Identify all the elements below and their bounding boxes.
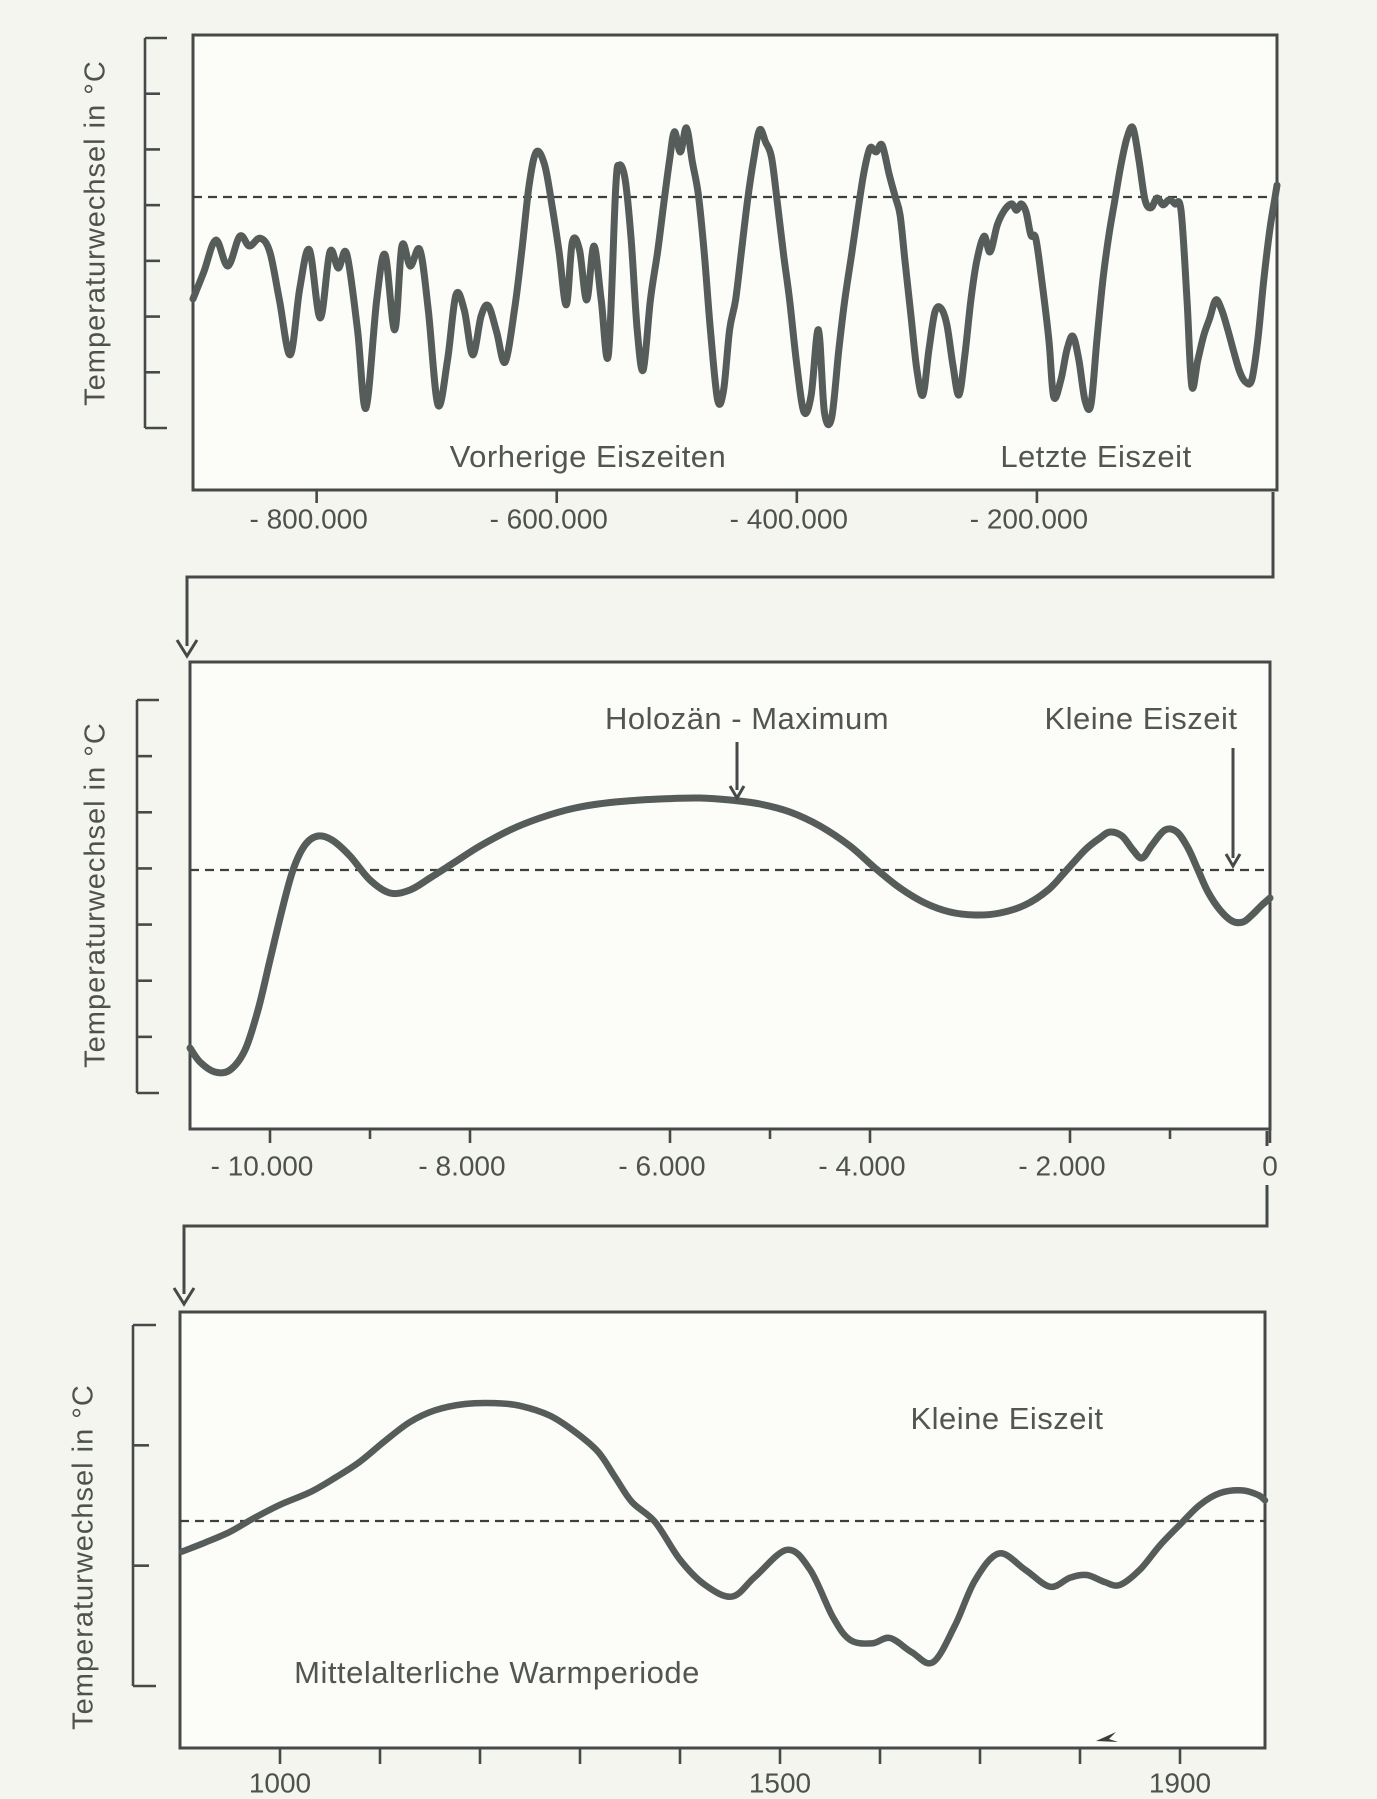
- x-tick-label: - 200.000: [970, 503, 1088, 534]
- x-tick-label: 0: [1262, 1150, 1278, 1181]
- arrow-down-icon: [728, 785, 746, 801]
- arrow-down-icon: [175, 639, 199, 659]
- x-tick-label: 1900: [1149, 1767, 1211, 1798]
- chart-holocene: - 10.000 - 8.000 - 6.000 - 4.000 - 2.000 0 Te…: [80, 660, 1278, 1181]
- plot-area: [191, 33, 1279, 492]
- annotation-last-ice-age: Letzte Eiszeit: [1000, 439, 1191, 474]
- x-axis-ticks: - 10.000 - 8.000 - 6.000 - 4.000 - 2.000 0: [211, 1129, 1278, 1181]
- connector-line: [182, 1185, 1269, 1294]
- annotation-little-ice-age: Kleine Eiszeit: [1044, 701, 1237, 736]
- x-tick-label: 1000: [249, 1767, 311, 1798]
- y-axis-bracket: [131, 1323, 156, 1688]
- x-tick-label: - 800.000: [249, 503, 367, 534]
- arrow-down-icon: [172, 1287, 196, 1307]
- zoom-connector-2: [172, 1131, 1269, 1307]
- x-tick-label: - 10.000: [211, 1150, 314, 1181]
- temperature-curve: [186, 794, 1274, 1077]
- temperature-curve: [189, 123, 1281, 429]
- x-tick-label: - 6.000: [618, 1150, 705, 1181]
- x-axis-ticks: - 800.000 - 600.000 - 400.000 - 200.000: [249, 490, 1088, 534]
- x-tick-label: - 4.000: [818, 1150, 905, 1181]
- annotation-medieval-warm-period: Mittelalterliche Warmperiode: [294, 1655, 700, 1690]
- x-tick-label: - 2.000: [1018, 1150, 1105, 1181]
- x-tick-label: - 8.000: [418, 1150, 505, 1181]
- arrow-down-icon: [1224, 853, 1242, 869]
- y-axis-label: Temperaturwechsel in °C: [68, 1384, 100, 1730]
- x-axis-ticks: 1000 1500 1900: [249, 1748, 1211, 1798]
- plot-area: [178, 1310, 1267, 1750]
- y-axis-bracket: [135, 698, 159, 1095]
- x-tick-label: - 400.000: [730, 503, 848, 534]
- chart-last-millennium: 1000 1500 1900 Temperaturwechsel in °C Kle…: [68, 1310, 1269, 1798]
- y-axis-bracket: [143, 36, 167, 430]
- plot-area: [188, 660, 1272, 1131]
- y-axis-label: Temperaturwechsel in °C: [80, 722, 112, 1068]
- annotation-little-ice-age: Kleine Eiszeit: [910, 1401, 1103, 1436]
- chart-ice-ages: - 800.000 - 600.000 - 400.000 - 200.000 Tem…: [80, 33, 1281, 534]
- zoom-connector-1: [175, 492, 1275, 659]
- x-tick-label: 1500: [749, 1767, 811, 1798]
- temperature-curve: [178, 1399, 1269, 1667]
- annotation-previous-ice-ages: Vorherige Eiszeiten: [450, 439, 727, 474]
- x-tick-label: - 600.000: [490, 503, 608, 534]
- scan-artifact-mark: [1096, 1732, 1118, 1742]
- connector-line: [185, 492, 1275, 646]
- y-axis-label: Temperaturwechsel in °C: [80, 60, 112, 406]
- annotation-holocene-maximum: Holozän - Maximum: [605, 701, 889, 736]
